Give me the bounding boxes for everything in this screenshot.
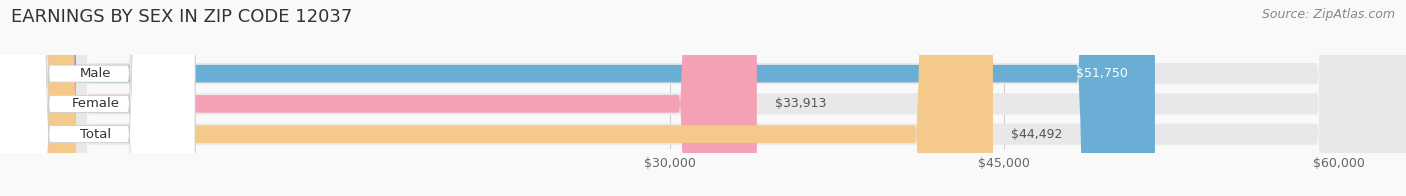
- Text: Male: Male: [80, 67, 111, 80]
- FancyBboxPatch shape: [0, 0, 195, 196]
- FancyBboxPatch shape: [0, 0, 195, 196]
- FancyBboxPatch shape: [0, 0, 756, 196]
- Text: Female: Female: [72, 97, 120, 110]
- Text: Source: ZipAtlas.com: Source: ZipAtlas.com: [1261, 8, 1395, 21]
- FancyBboxPatch shape: [0, 0, 195, 196]
- Text: $51,750: $51,750: [1076, 67, 1128, 80]
- Text: EARNINGS BY SEX IN ZIP CODE 12037: EARNINGS BY SEX IN ZIP CODE 12037: [11, 8, 353, 26]
- FancyBboxPatch shape: [0, 0, 993, 196]
- Text: $33,913: $33,913: [775, 97, 827, 110]
- Text: $44,492: $44,492: [1011, 128, 1062, 141]
- FancyBboxPatch shape: [0, 0, 1154, 196]
- Text: Total: Total: [80, 128, 111, 141]
